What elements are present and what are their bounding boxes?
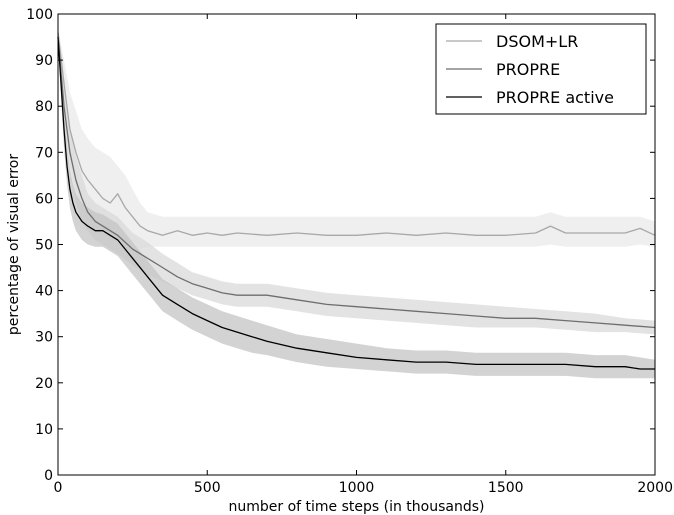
series-line-dsom-lr [57,32,656,236]
x-tick-label: 500 [194,480,221,496]
series-line-propre-active [57,37,655,370]
y-tick-label: 40 [35,284,53,300]
y-axis-label: percentage of visual error [6,154,22,335]
x-tick-label: 2000 [637,480,673,496]
y-tick-label: 80 [35,99,53,115]
y-tick-label: 60 [35,191,53,207]
y-tick-label: 30 [35,330,53,346]
y-tick-label: 20 [35,376,53,392]
y-tick-label: 10 [35,422,53,438]
x-axis-label: number of time steps (in thousands) [228,499,484,515]
legend-label-propre: PROPRE [496,60,560,79]
y-tick-label: 70 [35,145,53,161]
y-tick-label: 50 [35,238,53,254]
y-tick-label: 90 [35,53,53,69]
legend-label-dsom-lr: DSOM+LR [496,32,578,51]
legend-label-propre-active: PROPRE active [496,88,614,107]
x-tick-label: 1500 [488,480,524,496]
series-lines [57,32,656,370]
y-axis-ticks: 0 10 20 30 40 50 60 70 80 90 100 [26,7,655,484]
confidence-bands [58,27,655,379]
legend: DSOM+LR PROPRE PROPRE active [435,23,647,115]
series-line-propre [57,37,656,329]
x-tick-label: 0 [54,480,63,496]
y-tick-label: 100 [26,7,53,23]
x-tick-label: 1000 [339,480,375,496]
y-tick-label: 0 [44,468,53,484]
x-axis-ticks: 0 500 1000 1500 2000 [54,14,673,496]
